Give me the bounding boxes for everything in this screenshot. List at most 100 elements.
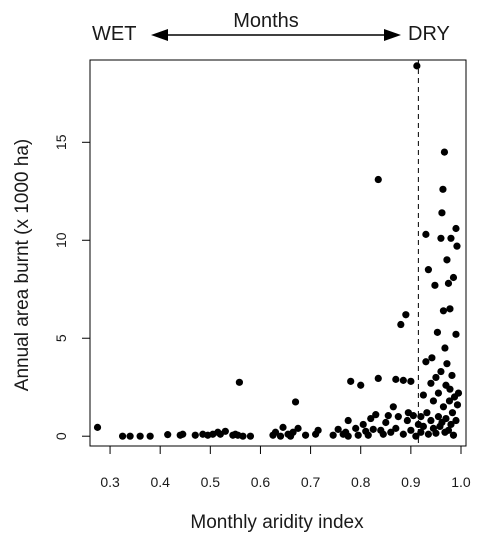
data-point (164, 431, 172, 439)
x-tick-label: 0.7 (301, 474, 321, 490)
data-point (118, 432, 127, 440)
data-point (409, 412, 417, 420)
months-arrow (151, 29, 401, 41)
data-point (402, 311, 410, 319)
data-point (424, 430, 432, 438)
y-tick-label: 10 (53, 232, 69, 248)
data-point (294, 424, 302, 432)
data-point (438, 209, 446, 217)
data-point (279, 423, 287, 431)
data-point (389, 403, 397, 411)
data-point (437, 234, 445, 242)
data-point (449, 431, 458, 439)
data-point (431, 281, 439, 289)
data-point (392, 424, 400, 432)
data-point (354, 431, 362, 439)
data-point (407, 426, 415, 434)
data-point (446, 385, 454, 393)
data-point (412, 432, 420, 440)
data-point (448, 409, 457, 417)
data-point (447, 234, 455, 242)
data-point (443, 256, 451, 264)
data-point (357, 381, 365, 389)
y-tick-label: 15 (53, 134, 69, 150)
data-point (276, 432, 285, 440)
data-points (93, 62, 463, 440)
data-point (146, 432, 154, 440)
data-point (452, 224, 460, 233)
data-point (454, 389, 463, 397)
y-tick-label: 5 (53, 334, 69, 342)
x-tick-label: 0.8 (351, 474, 371, 490)
x-tick-label: 0.3 (100, 474, 120, 490)
data-point (453, 242, 461, 250)
data-point (444, 426, 453, 434)
arrowhead-right-icon (384, 29, 401, 41)
x-tick-label: 0.5 (201, 474, 221, 490)
data-point (301, 431, 310, 439)
data-point (437, 367, 445, 376)
data-point (428, 354, 436, 362)
data-point (452, 416, 460, 425)
data-point (423, 409, 431, 417)
data-point (397, 320, 405, 329)
data-point (422, 358, 430, 366)
data-point (439, 307, 448, 315)
data-point (271, 428, 280, 436)
data-point (432, 373, 440, 382)
data-point (379, 430, 387, 438)
header-right-label: DRY (408, 23, 450, 45)
data-point (434, 413, 443, 421)
data-point (429, 397, 438, 405)
x-tick-label: 0.6 (251, 474, 271, 490)
axes: 0.3 0.4 0.5 0.6 0.7 0.8 0.9 1.0 0 5 10 15 (53, 59, 471, 490)
data-point (441, 344, 449, 352)
data-point (453, 401, 462, 409)
data-point (407, 377, 415, 385)
data-point (314, 426, 322, 434)
data-point (246, 432, 255, 440)
data-point (179, 430, 187, 438)
y-axis-label: Annual area burnt (x 1000 ha) (12, 139, 33, 391)
plot-frame (89, 59, 467, 447)
data-point (446, 305, 454, 313)
y-tick-label: 0 (53, 432, 69, 440)
data-point (384, 412, 392, 420)
data-point (382, 418, 390, 427)
x-tick-label: 0.9 (401, 474, 421, 490)
header-center-label: Months (233, 10, 299, 32)
data-point (439, 403, 448, 411)
data-point (424, 266, 432, 274)
data-point (394, 413, 402, 421)
data-point (443, 360, 451, 368)
data-point (369, 425, 377, 433)
data-point (447, 420, 455, 429)
data-point (374, 374, 382, 383)
data-point (442, 414, 450, 423)
data-point (413, 62, 421, 70)
data-point (433, 328, 442, 336)
data-point (191, 431, 199, 439)
data-point (399, 376, 407, 384)
data-point (427, 379, 435, 387)
data-point (347, 377, 355, 385)
data-point (417, 413, 425, 421)
data-point (440, 148, 449, 156)
data-point (93, 423, 102, 431)
data-point (449, 273, 458, 282)
data-point (126, 432, 134, 440)
data-point (136, 432, 144, 440)
data-point (352, 424, 360, 432)
data-point (367, 414, 375, 423)
data-point (422, 230, 430, 238)
data-point (372, 411, 380, 419)
header-left-label: WET (92, 23, 136, 45)
data-point (221, 427, 229, 435)
data-point (439, 185, 447, 193)
data-point (239, 432, 247, 440)
data-point (364, 431, 372, 439)
data-point (403, 416, 411, 425)
data-point (387, 428, 395, 436)
data-point (419, 422, 427, 431)
